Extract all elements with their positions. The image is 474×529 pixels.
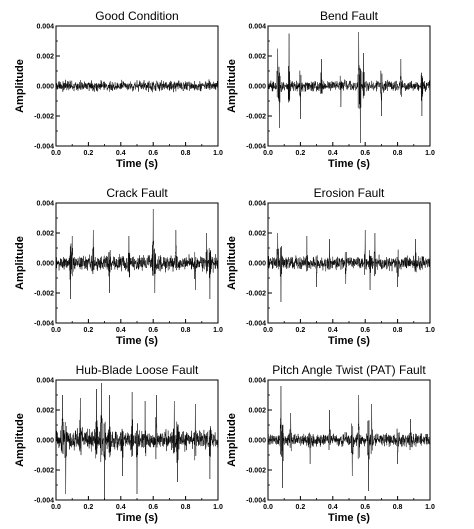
- panel-4-y-axis-label: Amplitude: [226, 236, 238, 290]
- panel-3-y-tick-label: 0.004: [36, 201, 54, 208]
- panel-3-x-axis-label: Time (s): [116, 335, 158, 347]
- panel-2-y-tick-label: 0.004: [248, 24, 266, 31]
- panel-6-title: Pitch Angle Twist (PAT) Fault: [272, 363, 426, 377]
- panel-4-y-tick-label: 0.002: [248, 231, 266, 238]
- panel-3-y-tick-label: 0.000: [36, 261, 54, 268]
- panel-6-y-tick-label: -0.004: [246, 498, 266, 505]
- panel-4-title: Erosion Fault: [314, 186, 385, 200]
- panel-6-x-tick-label: 0.0: [263, 504, 273, 511]
- panel-4-y-tick-label: 0.000: [248, 261, 266, 268]
- panel-6-y-axis-label: Amplitude: [226, 413, 238, 467]
- panel-5: Hub-Blade Loose Fault 0.0 0.2 0.4 0.6 0.8 1.0 0…: [14, 363, 223, 524]
- panel-5-y-tick-label: -0.004: [34, 498, 54, 505]
- panel-2-x-tick-label: 0.8: [393, 150, 403, 157]
- panel-1-y-tick-label: 0.002: [36, 54, 54, 61]
- panel-6-y-tick-label: 0.000: [248, 438, 266, 445]
- panel-2-signal-line: [267, 31, 431, 144]
- panel-4-x-tick-label: 1.0: [425, 327, 435, 334]
- panel-5-y-tick-label: 0.002: [36, 408, 54, 415]
- panel-1-x-tick-label: 1.0: [213, 150, 223, 157]
- panel-1: Good Condition 0.0 0.2 0.4 0.6 0.8 1.0 0.004 0.0…: [14, 9, 223, 170]
- panel-1-y-tick-label: -0.002: [34, 114, 54, 121]
- panel-5-x-tick-label: 0.2: [84, 504, 94, 511]
- panel-3-y-axis-label: Amplitude: [14, 236, 26, 290]
- panel-1-y-tick-label: 0.004: [36, 24, 54, 31]
- panel-6-x-tick-label: 0.2: [296, 504, 306, 511]
- panel-3-x-tick-label: 0.2: [84, 327, 94, 334]
- panel-4-x-tick-label: 0.2: [296, 327, 306, 334]
- panel-6-y-tick-label: 0.004: [248, 378, 266, 385]
- panel-6-signal-line: [267, 385, 431, 492]
- panel-2: Bend Fault 0.0 0.2 0.4 0.6 0.8 1.0 0.004 0.002 0.…: [226, 9, 435, 170]
- panel-2-y-tick-label: -0.002: [246, 114, 266, 121]
- panel-1-x-tick-label: 0.8: [181, 150, 191, 157]
- panel-3-y-tick-label: -0.002: [34, 291, 54, 298]
- panel-5-y-tick-label: -0.002: [34, 468, 54, 475]
- panel-6-x-axis-label: Time (s): [328, 512, 370, 524]
- panel-4-signal-line: [267, 229, 431, 303]
- panel-2-y-tick-label: -0.004: [246, 144, 266, 151]
- panel-5-title: Hub-Blade Loose Fault: [76, 363, 199, 377]
- panel-2-y-tick-label: 0.000: [248, 84, 266, 91]
- panel-4: Erosion Fault 0.0 0.2 0.4 0.6 0.8 1.0 0.004 0.00…: [226, 186, 435, 347]
- panel-3-x-tick-label: 0.8: [181, 327, 191, 334]
- panel-5-y-tick-label: 0.000: [36, 438, 54, 445]
- panel-6-x-tick-label: 0.8: [393, 504, 403, 511]
- panel-1-y-tick-label: 0.000: [36, 84, 54, 91]
- panel-1-x-tick-label: 0.2: [84, 150, 94, 157]
- panel-5-x-tick-label: 0.4: [116, 504, 126, 511]
- panel-4-x-axis-label: Time (s): [328, 335, 370, 347]
- panel-1-x-tick-label: 0.4: [116, 150, 126, 157]
- panel-3-title: Crack Fault: [106, 186, 168, 200]
- panel-1-x-axis-label: Time (s): [116, 158, 158, 170]
- panel-2-y-axis-label: Amplitude: [226, 59, 238, 113]
- panel-3-x-tick-label: 1.0: [213, 327, 223, 334]
- panel-1-y-axis-label: Amplitude: [14, 59, 26, 113]
- panel-3-y-tick-label: -0.004: [34, 321, 54, 328]
- panel-2-y-tick-label: 0.002: [248, 54, 266, 61]
- panel-1-title: Good Condition: [95, 9, 178, 23]
- panel-3-x-tick-label: 0.6: [148, 327, 158, 334]
- panel-6-y-tick-label: -0.002: [246, 468, 266, 475]
- panel-5-x-tick-label: 1.0: [213, 504, 223, 511]
- panel-6: Pitch Angle Twist (PAT) Fault 0.0 0.2 0.4 0.…: [226, 363, 435, 524]
- panel-2-x-tick-label: 0.2: [296, 150, 306, 157]
- panel-2-x-tick-label: 0.6: [360, 150, 370, 157]
- panel-2-x-tick-label: 1.0: [425, 150, 435, 157]
- panel-2-x-tick-label: 0.4: [328, 150, 338, 157]
- panel-3-signal-line: [55, 208, 219, 300]
- panel-4-x-tick-label: 0.4: [328, 327, 338, 334]
- panel-6-x-tick-label: 0.4: [328, 504, 338, 511]
- panel-5-signal-line: [55, 382, 219, 501]
- panel-5-x-tick-label: 0.8: [181, 504, 191, 511]
- panel-1-x-tick-label: 0.6: [148, 150, 158, 157]
- panel-1-y-tick-label: -0.004: [34, 144, 54, 151]
- panel-4-x-tick-label: 0.0: [263, 327, 273, 334]
- panel-6-x-tick-label: 1.0: [425, 504, 435, 511]
- panel-5-x-tick-label: 0.0: [51, 504, 61, 511]
- panel-5-x-tick-label: 0.6: [148, 504, 158, 511]
- panel-1-x-tick-label: 0.0: [51, 150, 61, 157]
- panel-4-y-tick-label: 0.004: [248, 201, 266, 208]
- panel-4-x-tick-label: 0.6: [360, 327, 370, 334]
- panel-5-y-axis-label: Amplitude: [14, 413, 26, 467]
- panel-2-x-axis-label: Time (s): [328, 158, 370, 170]
- panel-6-x-tick-label: 0.6: [360, 504, 370, 511]
- panel-2-title: Bend Fault: [320, 9, 379, 23]
- panel-4-y-tick-label: -0.002: [246, 291, 266, 298]
- panel-2-x-tick-label: 0.0: [263, 150, 273, 157]
- panel-4-x-tick-label: 0.8: [393, 327, 403, 334]
- panel-1-signal-line: [55, 79, 219, 93]
- panel-3-x-tick-label: 0.0: [51, 327, 61, 334]
- panel-5-y-tick-label: 0.004: [36, 378, 54, 385]
- panel-5-x-axis-label: Time (s): [116, 512, 158, 524]
- panel-3-y-tick-label: 0.002: [36, 231, 54, 238]
- panel-4-y-tick-label: -0.004: [246, 321, 266, 328]
- panel-6-y-tick-label: 0.002: [248, 408, 266, 415]
- panel-3: Crack Fault 0.0 0.2 0.4 0.6 0.8 1.0 0.004 0.002 0…: [14, 186, 223, 347]
- panel-3-x-tick-label: 0.4: [116, 327, 126, 334]
